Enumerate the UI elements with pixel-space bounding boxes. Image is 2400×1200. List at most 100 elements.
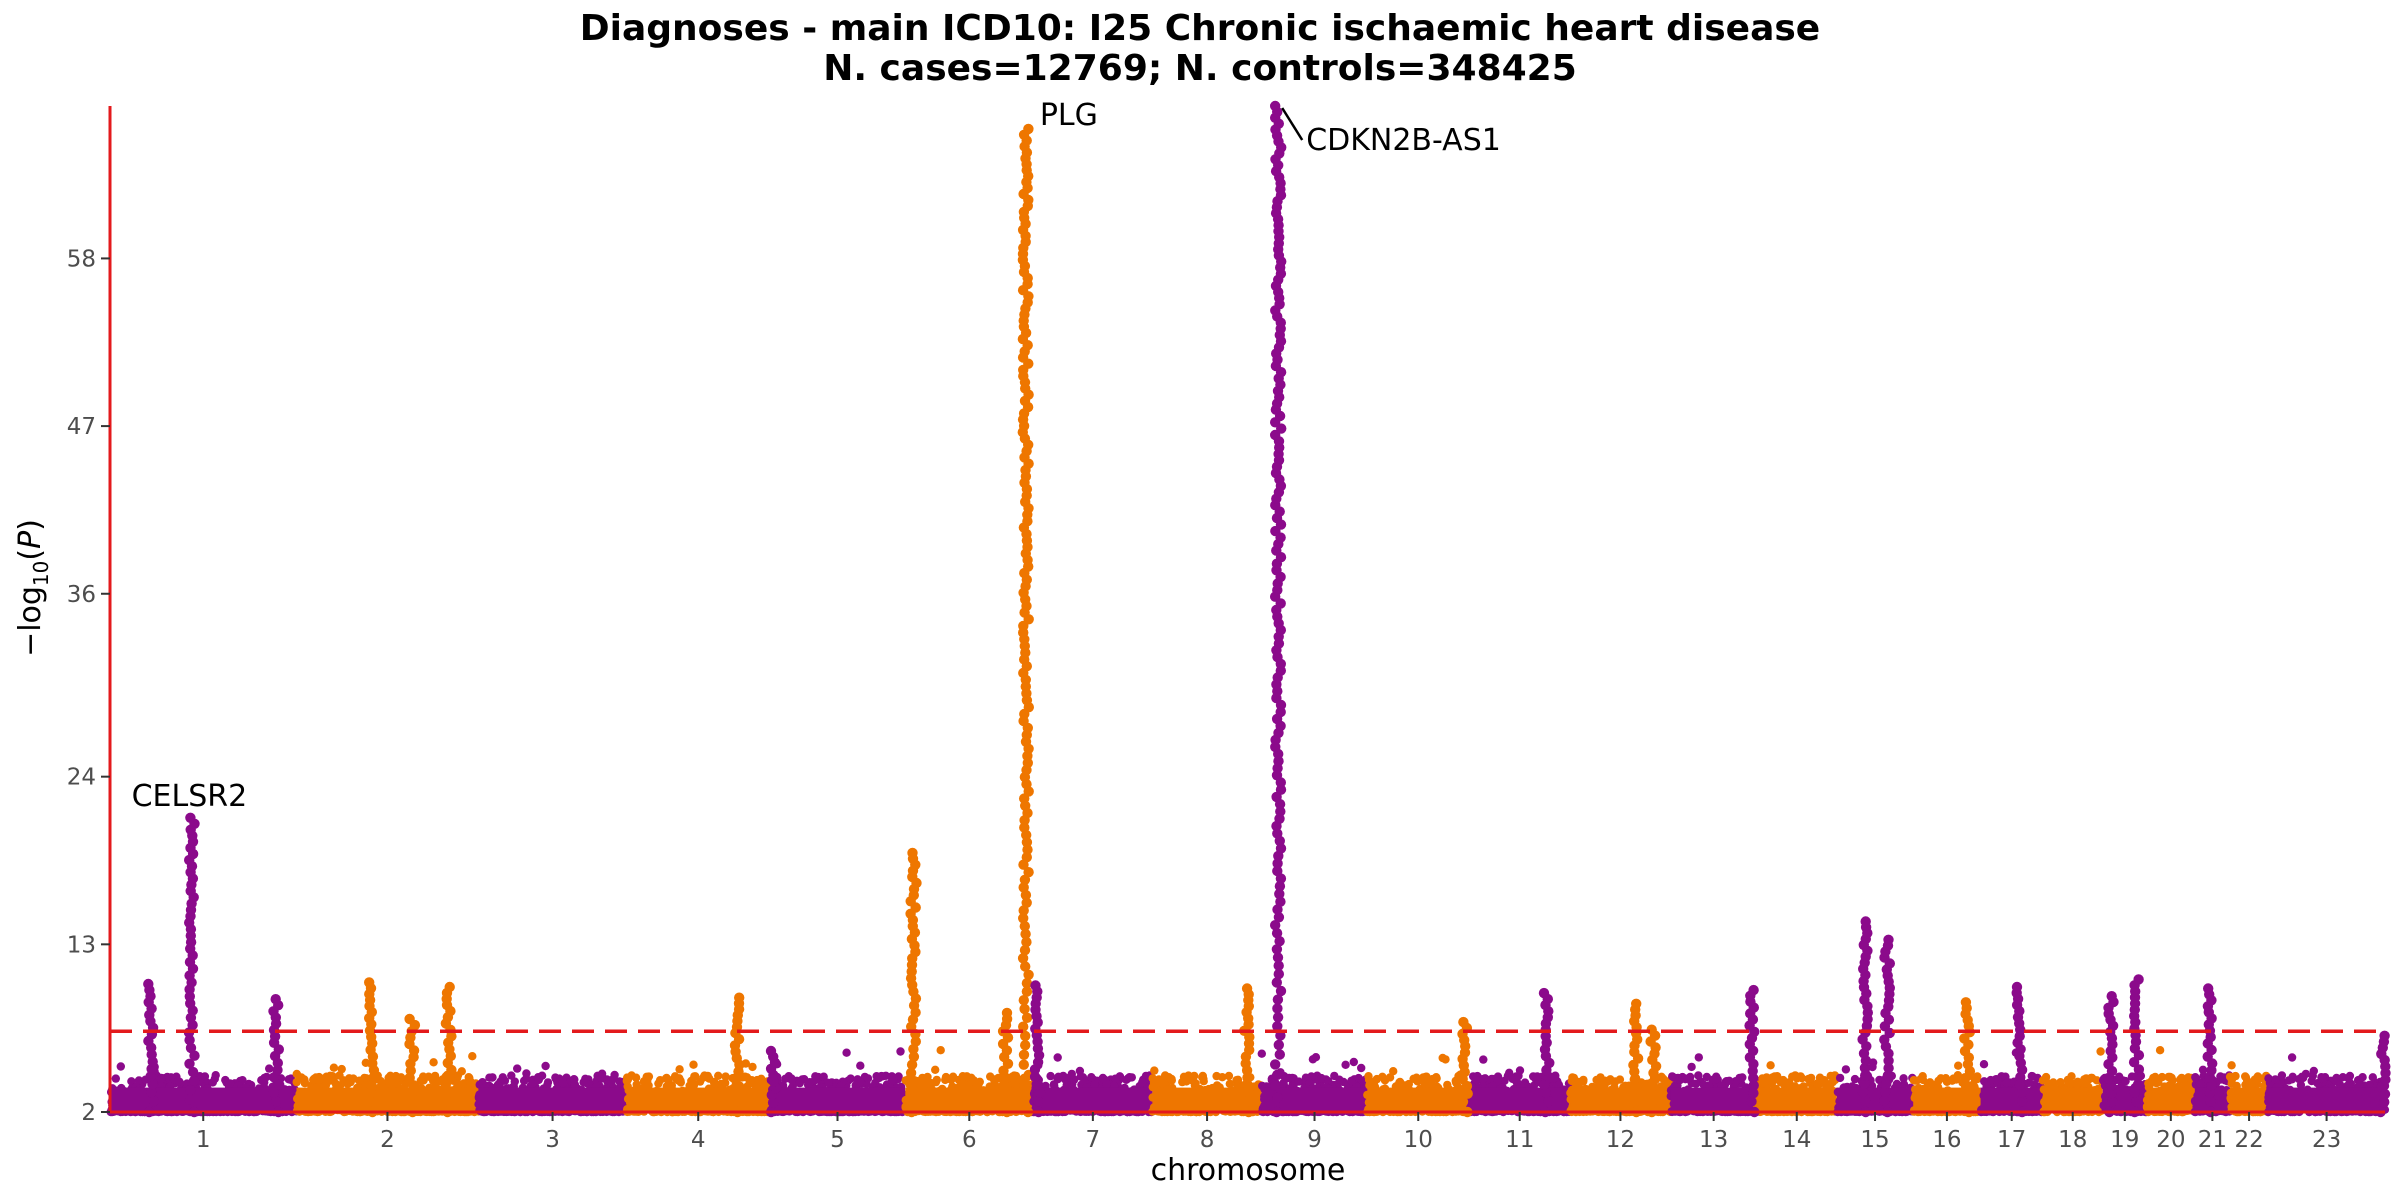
snp-point [1054,1072,1063,1082]
snp-point [429,1058,438,1067]
snp-point [1164,1073,1174,1082]
snp-point [1372,1074,1382,1084]
snp-point [1138,1078,1147,1087]
snp-point [200,1072,210,1081]
snp-band [1033,1087,1153,1112]
snp-point [1432,1074,1441,1083]
snp-point [1438,1053,1447,1063]
snp-point [695,1077,705,1086]
snp-point [1598,1078,1608,1087]
snp-point [1335,1075,1344,1084]
snp-point [710,1078,719,1088]
snp-band [1670,1087,1757,1112]
snp-point [1389,1067,1398,1076]
snp-point [1317,1073,1326,1083]
snp-point [875,1073,884,1083]
snp-point [116,1062,126,1071]
snp-point [500,1076,510,1086]
snp-point [787,1075,796,1085]
snp-point [1357,1063,1366,1073]
snp-point [721,1078,730,1088]
snp-point [1533,1072,1542,1081]
snp-point [314,1075,323,1085]
snp-point [416,1076,425,1085]
snp-point [1505,1068,1514,1078]
snp-point [745,1077,754,1086]
snp-point [1347,1076,1356,1086]
snp-point [134,1076,144,1085]
snp-point [466,1077,475,1086]
snp-point [631,1073,641,1082]
snp-point [936,1046,945,1055]
snp-point [558,1078,568,1088]
snp-point [260,1073,269,1083]
snp-point [300,1077,309,1086]
snp-point [1212,1071,1221,1081]
snp-point [284,1075,293,1084]
snp-point [1472,1076,1481,1085]
snp-point [522,1074,531,1083]
snp-point [430,1077,439,1086]
snp-point [1233,1075,1243,1085]
snp-point [1308,1055,1318,1064]
snp-point [622,1076,631,1086]
snp-point [1125,1073,1134,1082]
snp-point [941,1072,951,1082]
snp-point [714,1071,723,1081]
chart-title: Diagnoses - main ICD10: I25 Chronic isch… [579,8,1821,49]
snp-point [454,1081,463,1090]
snp-point [1725,1076,1734,1086]
snp-point [453,1071,463,1080]
snp-point [1224,1071,1234,1081]
snp-point [1198,1071,1208,1081]
snp-point [265,1064,274,1073]
snp-point [292,1069,301,1079]
snp-point [670,1072,680,1081]
snp-point [1514,1071,1523,1081]
snp-point [582,1078,591,1088]
snp-point [689,1060,698,1069]
snp-point [396,1073,406,1082]
snp-point [654,1079,663,1088]
snp-point [210,1074,219,1084]
snp-point [1683,1074,1693,1083]
snp-point [156,1074,166,1084]
snp-point [863,1074,873,1083]
chart-subtitle: N. cases=12769; N. controls=348425 [823,48,1577,89]
snp-point [1075,1066,1085,1076]
snp-point [329,1063,339,1072]
snp-point [1187,1074,1197,1083]
snp-band [1367,1087,1470,1112]
snp-point [1573,1079,1583,1089]
snp-band [110,1087,297,1112]
snp-point [335,1071,344,1080]
snp-point [175,1077,184,1086]
snp-point [468,1052,477,1061]
snp-point [896,1047,905,1056]
snp-point [856,1061,865,1070]
snp-point [485,1073,494,1082]
snp-point [1364,1072,1373,1081]
snp-point [569,1075,579,1084]
snp-point [887,1076,897,1085]
snp-point [856,1078,865,1087]
snp-point [795,1078,804,1088]
snp-point [931,1065,940,1075]
snp-point [1668,1072,1677,1081]
snp-point [386,1078,395,1087]
snp-point [1766,1061,1775,1070]
snp-point [675,1065,684,1074]
snp-point [225,1079,235,1088]
snp-point [111,1074,121,1083]
snp-point [1694,1053,1704,1062]
snp-point [805,1078,814,1087]
snp-point [543,1080,552,1090]
snp-point [958,1072,967,1081]
snp-point [924,1078,933,1087]
snp-point [323,1075,333,1085]
snp-point [1413,1077,1422,1086]
snp-band [1469,1087,1571,1112]
snp-band [478,1087,627,1112]
snp-point [1349,1057,1359,1067]
snp-point [748,1062,757,1072]
